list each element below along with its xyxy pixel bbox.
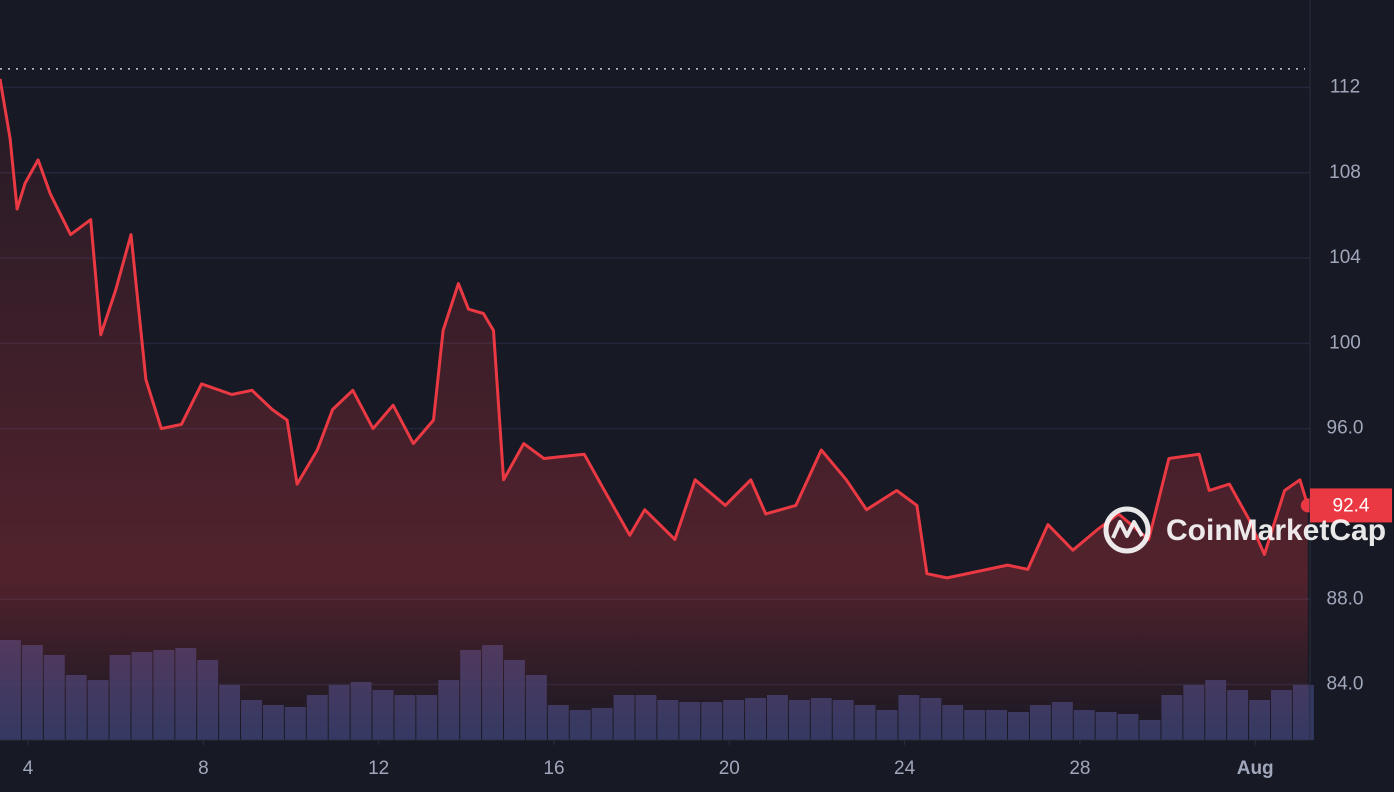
y-tick-label: 104: [1329, 247, 1361, 268]
watermark-text: CoinMarketCap: [1166, 514, 1386, 547]
x-tick-label: 20: [719, 758, 740, 779]
x-tick-label: 28: [1069, 758, 1090, 779]
y-tick-label: 112: [1330, 76, 1360, 97]
x-tick-label: 8: [198, 758, 209, 779]
x-tick-label: 4: [23, 758, 34, 779]
watermark-logo: [1103, 506, 1151, 554]
price-tag: [1310, 488, 1392, 523]
x-tick-label: 12: [368, 758, 389, 779]
y-tick-label: 100: [1329, 332, 1361, 353]
x-tick-label: 24: [894, 758, 916, 779]
price-tag-label: 92.4: [1333, 495, 1370, 516]
y-tick-label: 96.0: [1327, 418, 1364, 439]
y-tick-label: 88.0: [1327, 588, 1364, 609]
y-tick-label: 108: [1329, 162, 1361, 183]
price-area: [0, 78, 1308, 740]
x-tick-label: 16: [543, 758, 564, 779]
y-tick-label: 84.0: [1327, 674, 1364, 695]
watermark-logo-mark: [1111, 520, 1144, 539]
x-tick-label: Aug: [1237, 758, 1274, 779]
price-line: [0, 78, 1310, 580]
watermark: CoinMarketCap: [1103, 506, 1386, 554]
